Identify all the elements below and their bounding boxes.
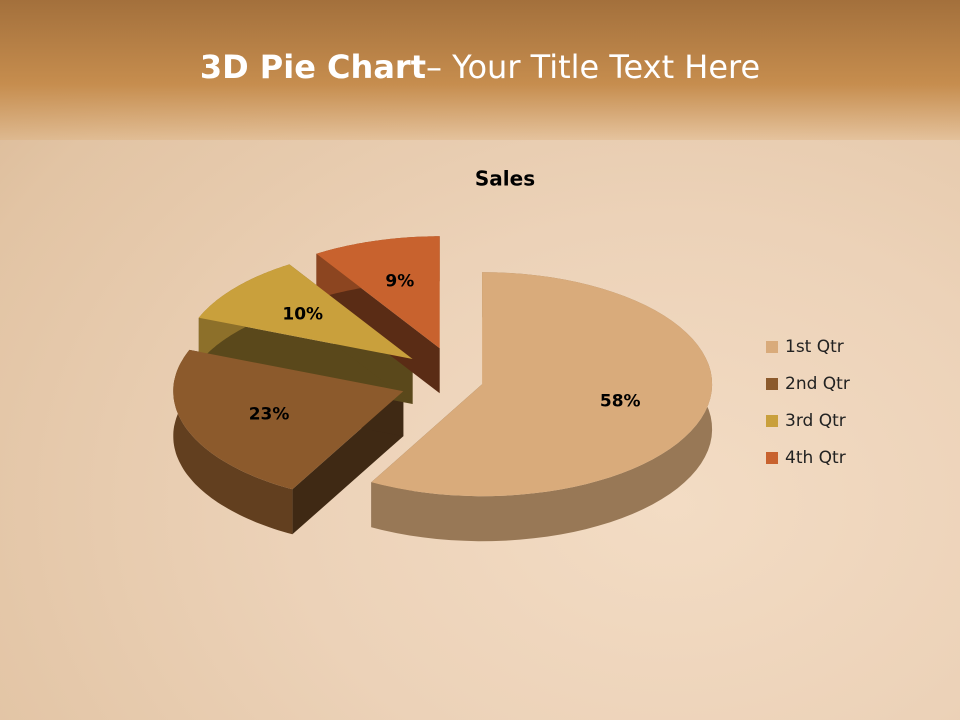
pie-slice [198, 264, 413, 359]
pie-slice [316, 236, 440, 349]
legend-swatch [766, 341, 778, 353]
legend-swatch [766, 415, 778, 427]
slice-side [173, 349, 293, 535]
legend-label: 3rd Qtr [785, 411, 846, 431]
data-label: 23% [249, 405, 290, 425]
pie-slice [371, 272, 713, 497]
title-bold: 3D Pie Chart [199, 48, 426, 86]
data-label: 10% [282, 305, 323, 325]
title-rest: – Your Title Text Here [425, 48, 761, 86]
data-label: 58% [600, 391, 641, 411]
pie-slice [173, 349, 404, 490]
legend-swatch [766, 378, 778, 390]
legend-label: 4th Qtr [785, 448, 846, 468]
legend-swatch [766, 452, 778, 464]
chart-title: Sales [475, 167, 535, 191]
slice-wall [198, 317, 413, 404]
title-bar [0, 0, 960, 140]
data-label: 9% [385, 272, 414, 292]
legend-label: 2nd Qtr [785, 374, 850, 394]
slide-title: 3D Pie Chart– Your Title Text Here [0, 48, 960, 86]
legend-label: 1st Qtr [785, 337, 844, 357]
